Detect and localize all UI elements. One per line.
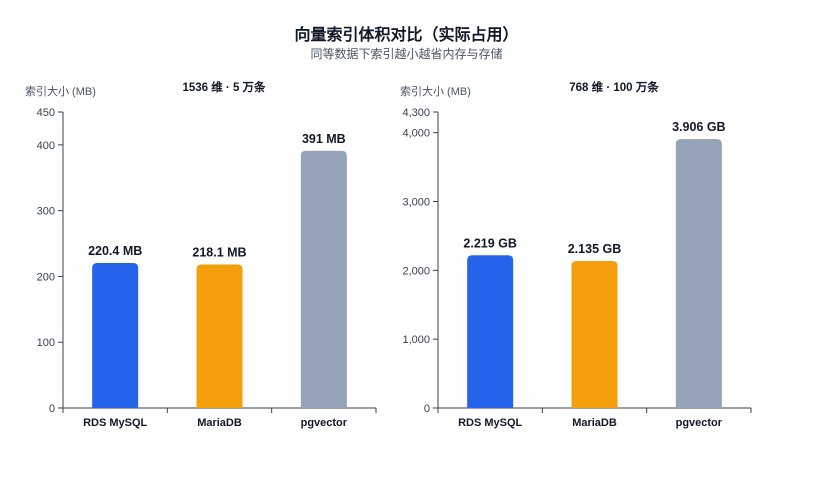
chart2-x-tick-label: pgvector (676, 417, 723, 429)
chart2-y-tick-label: 4,300 (402, 107, 430, 119)
chart1-y-tick-label: 200 (37, 271, 55, 283)
chart1-y-tick-label: 450 (37, 107, 55, 119)
chart2-y-tick-label: 0 (424, 403, 430, 415)
chart2-bar-rds-mysql (467, 255, 514, 408)
chart1-x-tick-label: MariaDB (197, 417, 242, 429)
chart2-x-tick-label: MariaDB (572, 417, 617, 429)
chart2-y-tick-label: 4,000 (402, 128, 430, 140)
chart2-data-label: 2.135 GB (568, 242, 622, 256)
figure-title: 向量索引体积对比（实际占用） (294, 27, 519, 44)
chart1-bar-mariadb (196, 264, 243, 408)
chart2-bar-mariadb (571, 261, 618, 408)
chart2-y-tick-label: 1,000 (402, 334, 430, 346)
chart1-y-tick-label: 100 (37, 337, 55, 349)
chart2-x-tick-label: RDS MySQL (458, 417, 522, 429)
chart1-bar-pgvector (300, 150, 347, 408)
chart2-y-tick-label: 3,000 (402, 196, 430, 208)
chart2-data-label: 3.906 GB (672, 120, 726, 134)
chart1-bar-rds-mysql (92, 263, 139, 408)
chart1-data-label: 391 MB (302, 132, 346, 146)
chart1-y-axis-title: 索引大小 (MB) (25, 84, 96, 98)
chart1-title: 1536 维 · 5 万条 (182, 80, 266, 94)
chart2-data-label: 2.219 GB (463, 236, 517, 250)
chart1-y-tick-label: 0 (49, 403, 55, 415)
chart1-y-tick-label: 300 (37, 206, 55, 218)
figure-subtitle: 同等数据下索引越小越省内存与存储 (310, 47, 503, 61)
chart1-data-label: 218.1 MB (192, 246, 246, 260)
chart2-y-tick-label: 2,000 (402, 265, 430, 277)
chart1-y-tick-label: 400 (37, 140, 55, 152)
chart2-title: 768 维 · 100 万条 (569, 80, 659, 94)
chart2-bar-pgvector (675, 139, 722, 408)
chart1-x-tick-label: pgvector (301, 417, 348, 429)
chart2-y-axis-title: 索引大小 (MB) (400, 84, 471, 98)
chart1-x-tick-label: RDS MySQL (83, 417, 147, 429)
chart1-data-label: 220.4 MB (88, 244, 142, 258)
